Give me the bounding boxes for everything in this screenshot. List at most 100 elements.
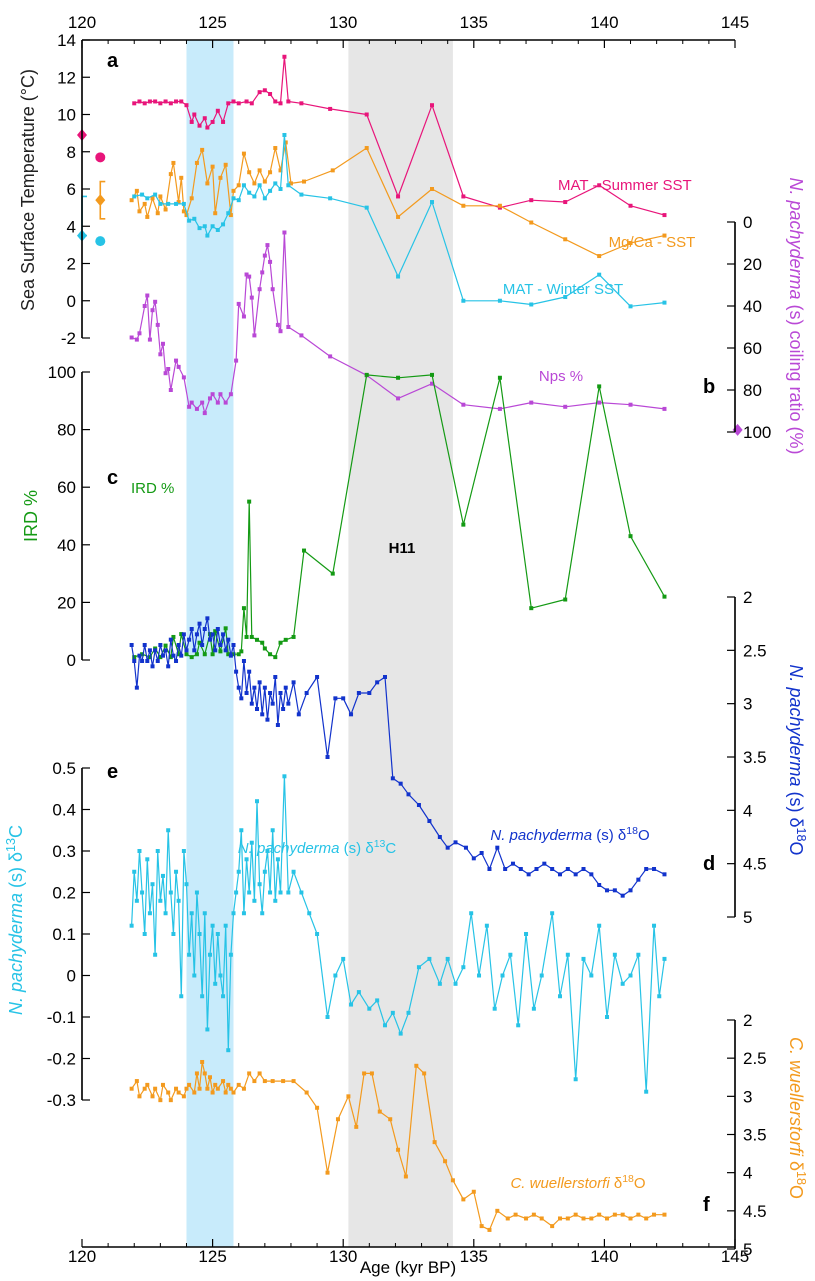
data-point [430, 372, 435, 377]
data-point [346, 1094, 351, 1099]
data-point [197, 640, 202, 645]
text-layer: Age (kyr BP) H11 Sea Surface Temperature… [4, 50, 808, 1277]
data-point [461, 1197, 466, 1202]
data-point [213, 629, 218, 634]
data-point [396, 375, 401, 380]
data-point [262, 88, 267, 93]
data-point [531, 1006, 536, 1011]
data-point [236, 198, 241, 203]
data-point [275, 322, 280, 327]
data-point [565, 1216, 570, 1221]
data-point [132, 869, 137, 874]
data-point [539, 973, 544, 978]
data-point [197, 932, 202, 936]
panel-letter-b: b [703, 376, 715, 398]
data-point [171, 160, 176, 165]
data-point [179, 99, 184, 104]
data-point [171, 653, 176, 658]
data-point [652, 867, 657, 871]
data-point [375, 998, 380, 1003]
data-point [155, 211, 160, 216]
data-point [189, 655, 194, 660]
data-point [505, 1216, 510, 1221]
data-point [275, 723, 280, 727]
annotation-5: IRD % [131, 480, 174, 497]
data-point [453, 981, 458, 986]
data-point [158, 655, 163, 660]
data-point [563, 597, 568, 602]
data-point [228, 392, 233, 397]
data-point [205, 1027, 210, 1032]
data-point [234, 890, 239, 895]
data-point [181, 849, 186, 853]
data-point [283, 685, 288, 690]
x-tick-label-bottom: 140 [590, 1247, 618, 1266]
data-point [497, 406, 502, 411]
data-point [282, 132, 287, 137]
data-point [184, 648, 189, 653]
data-point [137, 1094, 142, 1099]
data-point [218, 175, 223, 180]
data-point [252, 333, 257, 338]
data-point [443, 1159, 448, 1164]
data-point [218, 973, 223, 978]
data-point [268, 188, 273, 193]
data-point [302, 548, 307, 553]
data-point [257, 1071, 262, 1076]
data-point [163, 911, 168, 916]
data-point [628, 241, 633, 246]
data-point [662, 233, 667, 238]
data-point [354, 1124, 359, 1129]
data-point [223, 162, 228, 167]
data-point [445, 845, 450, 850]
data-point [437, 981, 442, 986]
data-point [278, 640, 283, 645]
data-point [168, 1098, 173, 1103]
data-point [176, 1090, 181, 1095]
data-point [231, 652, 236, 657]
data-point [221, 632, 226, 637]
data-point [221, 994, 226, 999]
data-point [181, 209, 186, 214]
data-point [662, 872, 667, 877]
data-point [265, 243, 270, 248]
data-point [356, 691, 361, 695]
data-point [644, 1216, 649, 1221]
data-point [328, 196, 333, 201]
data-point [273, 675, 278, 679]
data-point [132, 101, 137, 106]
data-point [471, 1189, 476, 1194]
data-point [150, 308, 155, 313]
data-point [223, 400, 228, 405]
data-point [231, 643, 236, 647]
data-point [430, 103, 435, 108]
data-point [150, 882, 155, 887]
data-point [398, 781, 403, 786]
data-point [539, 1216, 544, 1221]
data-point [563, 404, 568, 409]
data-point [291, 634, 296, 639]
data-point [260, 712, 265, 717]
data-point [241, 151, 246, 156]
data-point [529, 302, 534, 307]
data-point [145, 196, 150, 201]
data-point [296, 712, 301, 717]
data-point [184, 213, 189, 218]
x-tick-label-bottom: 120 [68, 1247, 96, 1266]
data-point [140, 890, 145, 895]
data-point [153, 99, 158, 104]
data-point [479, 1224, 484, 1229]
marker-circle [95, 236, 106, 247]
data-point [463, 845, 468, 850]
data-point [362, 1071, 367, 1076]
x-tick-label-bottom: 145 [721, 1247, 749, 1266]
data-point [403, 1174, 408, 1179]
d13c-y-tick-label: -0.2 [47, 1050, 76, 1069]
ird-y-tick-label: 20 [57, 593, 76, 612]
data-point [260, 640, 265, 645]
data-point [278, 691, 283, 695]
data-point [207, 632, 212, 637]
data-point [628, 973, 633, 978]
data-point [330, 168, 335, 173]
data-point [150, 664, 155, 669]
